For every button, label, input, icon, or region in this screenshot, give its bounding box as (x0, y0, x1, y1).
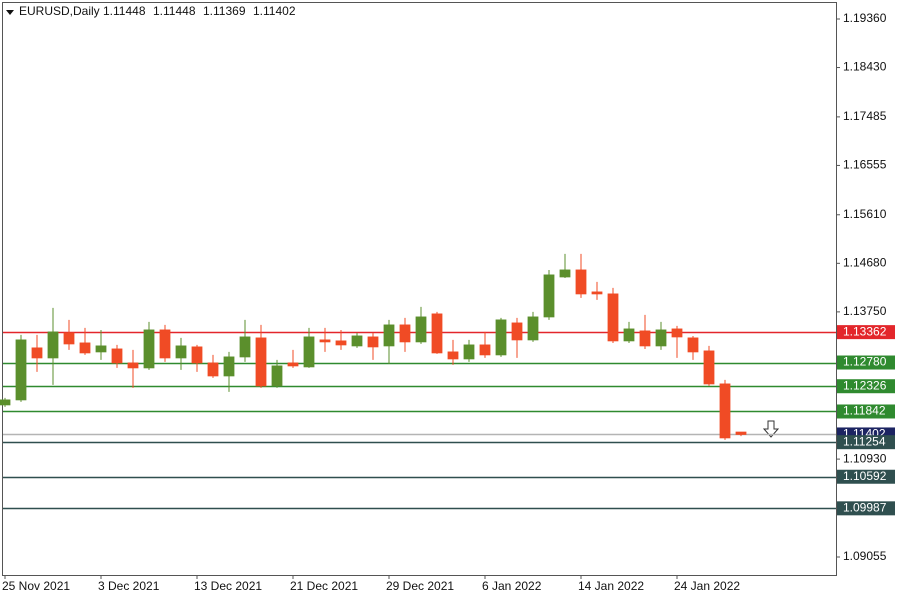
candle-body (463, 344, 475, 360)
candle-body (15, 339, 27, 401)
candle-body (0, 399, 11, 406)
y-tick-label: 1.13750 (843, 304, 887, 318)
candle-body (111, 348, 123, 364)
candle-body (575, 269, 587, 295)
x-tick-label: 6 Jan 2022 (482, 579, 542, 593)
level-label-box (837, 355, 895, 370)
candle-body (255, 337, 267, 387)
level-label-box (837, 501, 895, 516)
candle-body (639, 330, 651, 347)
candle-body (303, 336, 315, 368)
candle-body (191, 346, 203, 364)
candle-body (447, 351, 459, 360)
candle-body (655, 329, 667, 347)
level-label: 1.11842 (843, 404, 886, 418)
y-tick-label: 1.18430 (843, 60, 887, 74)
symbol-title: EURUSD,Daily (19, 4, 100, 18)
candle-body (367, 336, 379, 348)
candle-body (127, 362, 139, 369)
x-tick-label: 25 Nov 2021 (2, 579, 70, 593)
candle-body (719, 383, 731, 439)
x-tick-label: 14 Jan 2022 (578, 579, 644, 593)
x-tick-label: 29 Dec 2021 (386, 579, 454, 593)
header-high: 1.11448 (153, 4, 196, 18)
level-label-box (837, 379, 895, 394)
level-label-box (837, 404, 895, 419)
x-tick-label: 21 Dec 2021 (290, 579, 358, 593)
y-tick-label: 1.16555 (843, 158, 887, 172)
x-tick-label: 13 Dec 2021 (194, 579, 262, 593)
candle-body (671, 328, 683, 338)
candle-body (495, 319, 507, 356)
candle-body (207, 362, 219, 377)
level-label: 1.12780 (843, 355, 887, 369)
candle-body (607, 293, 619, 342)
candle-body (431, 313, 443, 354)
candle-body (543, 274, 555, 318)
level-label: 1.10592 (843, 469, 887, 483)
y-tick-label: 1.17485 (843, 109, 887, 123)
down-arrow (762, 420, 780, 438)
level-label-box (837, 325, 895, 340)
level-label-box (837, 469, 895, 484)
candle-body (79, 342, 91, 354)
header-low: 1.11369 (203, 4, 246, 18)
y-tick-label: 1.14680 (843, 255, 887, 269)
candle-body (143, 329, 155, 369)
x-tick-label: 3 Dec 2021 (98, 579, 160, 593)
candle-body (159, 329, 171, 359)
candle-body (415, 316, 427, 343)
candle-body (559, 269, 571, 278)
x-tick-label: 24 Jan 2022 (674, 579, 740, 593)
candle-body (703, 350, 715, 385)
candle-body (63, 332, 75, 345)
header-triangle (6, 10, 14, 15)
candle-body (175, 345, 187, 359)
y-tick-label: 1.15610 (843, 207, 887, 221)
candle-body (31, 347, 43, 359)
y-tick-label: 1.09055 (843, 549, 887, 563)
candle-body (95, 345, 107, 353)
candle-body (383, 324, 395, 347)
candle-body (287, 362, 299, 367)
level-label: 1.11254 (843, 434, 886, 448)
candle-body (319, 339, 331, 343)
candle-body (591, 291, 603, 295)
level-label: 1.12326 (843, 378, 887, 392)
candle-body (735, 431, 747, 435)
candle-body (239, 336, 251, 358)
level-label: 1.13362 (843, 324, 887, 338)
candle-body (271, 365, 283, 387)
level-label: 1.09987 (843, 501, 887, 515)
plot-frame (2, 2, 837, 576)
candle-body (623, 328, 635, 342)
candle-body (687, 337, 699, 353)
candle-body (335, 340, 347, 346)
y-tick-label: 1.10930 (843, 451, 887, 465)
candle-body (47, 331, 59, 359)
header-open: 1.11448 (103, 4, 146, 18)
header-close: 1.11402 (253, 4, 296, 18)
candle-body (527, 316, 539, 341)
candle-body (479, 344, 491, 356)
candle-body (223, 356, 235, 377)
y-tick-label: 1.19360 (843, 11, 887, 25)
candle-body (351, 335, 363, 347)
candle-body (511, 322, 523, 341)
level-label-box (837, 435, 895, 450)
candle-body (399, 324, 411, 343)
